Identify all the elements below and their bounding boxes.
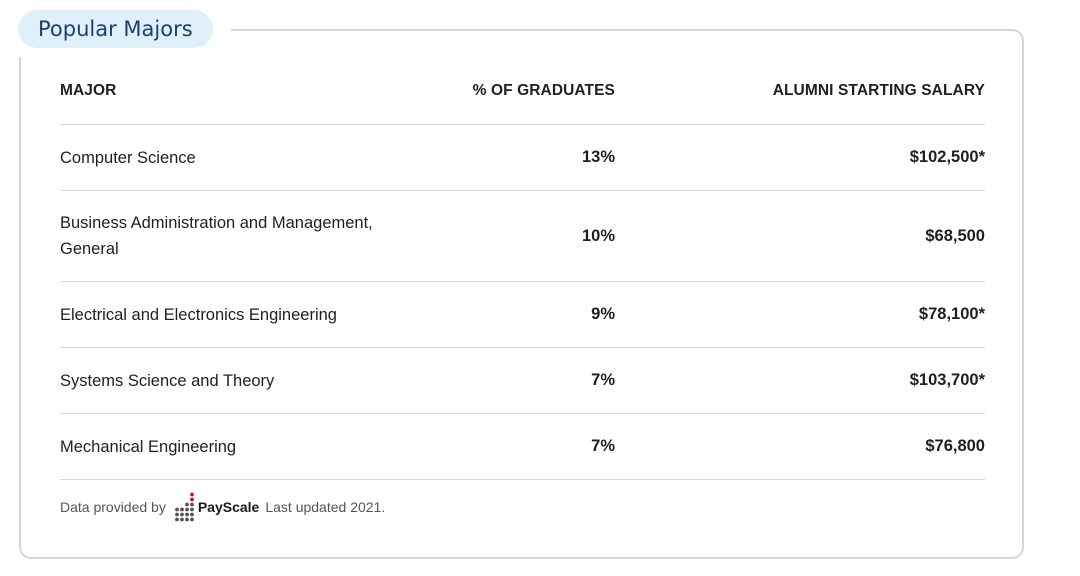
salary-value: $68,500 [925,226,985,245]
footer-prefix: Data provided by [60,499,166,515]
percent-value: 9% [591,305,615,323]
percent-value: 7% [591,371,615,389]
table-header-row: MAJOR % OF GRADUATES ALUMNI STARTING SAL… [60,58,985,125]
percent-value: 7% [591,437,615,455]
payscale-wordmark: PayScale [197,499,260,515]
column-header-major: MAJOR [60,82,117,99]
column-header-percent: % OF GRADUATES [472,82,615,99]
majors-table: MAJOR % OF GRADUATES ALUMNI STARTING SAL… [60,58,985,480]
percent-value: 10% [581,226,615,245]
column-header-salary: ALUMNI STARTING SALARY [772,82,985,99]
salary-value: $102,500* [909,148,985,166]
table-row: Systems Science and Theory 7% $103,700* [60,348,985,414]
salary-value: $78,100* [918,305,985,323]
major-name: Electrical and Electronics Engineering [60,305,337,324]
major-name: Mechanical Engineering [60,437,237,456]
major-name: Systems Science and Theory [60,371,275,390]
section-title: Popular Majors [18,10,213,48]
major-name: Computer Science [60,148,196,167]
table-row: Electrical and Electronics Engineering 9… [60,282,985,348]
major-name: Business Administration and Management, … [60,214,373,258]
payscale-logo[interactable]: PayScale [171,492,260,522]
salary-value: $76,800 [925,437,985,455]
salary-value: $103,700* [909,371,985,389]
table-row: Mechanical Engineering 7% $76,800 [60,414,985,480]
payscale-dots-icon [174,492,194,522]
table-row: Business Administration and Management, … [60,191,985,282]
data-source-footer: Data provided by PayScale Last updated 2… [60,492,385,522]
percent-value: 13% [581,148,615,166]
popular-majors-card [19,29,1024,559]
last-updated-text: Last updated 2021. [265,499,386,515]
table-row: Computer Science 13% $102,500* [60,125,985,191]
